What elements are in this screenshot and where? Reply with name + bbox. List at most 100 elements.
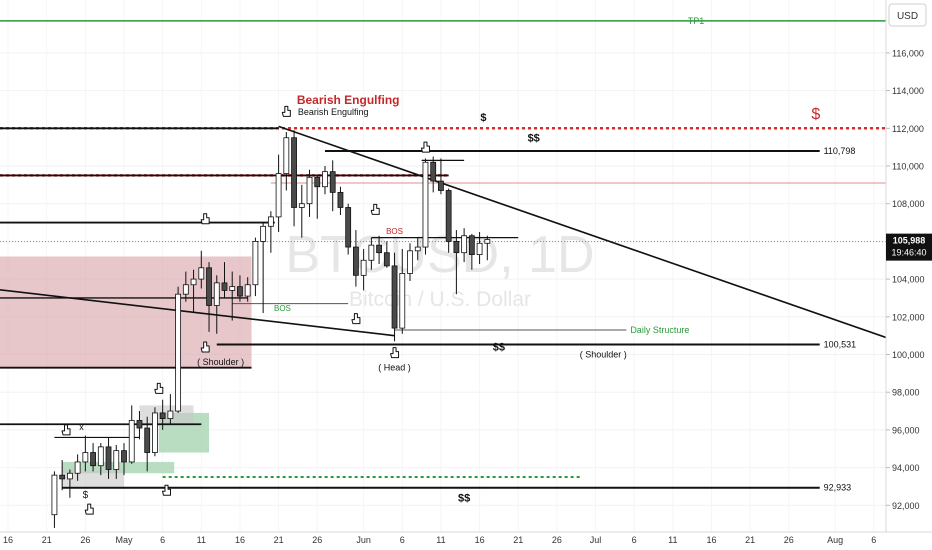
x-tick-label: 21 xyxy=(42,535,52,545)
hand-marker-low-mid xyxy=(351,313,361,325)
descending-trendline xyxy=(278,125,898,343)
hand-marker-mid-left xyxy=(200,213,210,225)
candle-bullish xyxy=(128,420,135,463)
candle-bullish xyxy=(484,239,491,244)
candle-bullish xyxy=(252,240,259,286)
candle-bearish xyxy=(445,190,452,242)
y-tick-label: 116,000 xyxy=(892,48,924,58)
y-tick-label: 96,000 xyxy=(892,425,920,435)
currency-label: USD xyxy=(897,11,918,22)
candle-bullish xyxy=(476,242,483,255)
price-axis[interactable]: 92,000 94,000 96,000 98,000 100,000 102,000 10… xyxy=(885,0,932,550)
hand-marker-top xyxy=(281,105,291,117)
currency-button[interactable]: USD xyxy=(888,3,927,27)
time-axis[interactable]: 16 21 26 May 6 11 16 21 26 Jun 6 11 16 21 26 Jul 6 11 16 21… xyxy=(0,531,932,550)
candle-bearish xyxy=(376,244,382,254)
x-tick-label: May xyxy=(115,535,133,545)
y-tick-label: 102,000 xyxy=(892,312,925,322)
x-mark-label: x xyxy=(79,422,84,432)
candle-bullish xyxy=(461,235,468,254)
x-tick-label: 21 xyxy=(274,535,284,545)
candle-bullish xyxy=(152,412,158,453)
watermark-symbol: BTCUSD, 1D xyxy=(285,226,594,284)
y-tick-label: 98,000 xyxy=(892,388,920,398)
candle-bullish xyxy=(82,452,89,463)
hand-marker-bottom-right xyxy=(162,484,172,496)
candle-bullish xyxy=(198,267,205,280)
candle-bullish xyxy=(229,286,236,291)
current-price-badge: 105,988 19:46:40 xyxy=(886,233,932,261)
shoulder-zone xyxy=(0,256,252,368)
candle-bearish xyxy=(59,474,66,480)
x-tick-label: 6 xyxy=(871,535,876,545)
double-dollar-top: $$ xyxy=(528,132,540,144)
candle-bearish xyxy=(237,286,243,297)
tp1-label: TP1 xyxy=(688,16,705,26)
watermark-name: Bitcoin / U.S. Dollar xyxy=(349,288,531,311)
candle-bearish xyxy=(430,161,437,182)
double-dollar-bottom: $$ xyxy=(458,493,470,505)
x-tick-label: Jul xyxy=(590,535,602,545)
x-tick-label: 26 xyxy=(552,535,562,545)
candle-bullish xyxy=(260,225,267,242)
x-tick-label: 11 xyxy=(668,535,677,545)
candle-bearish xyxy=(345,207,352,248)
level-label-110798: 110,798 xyxy=(824,146,856,156)
price-countdown: 19:46:40 xyxy=(891,248,926,258)
candle-bearish xyxy=(291,137,297,208)
x-tick-label: 26 xyxy=(312,535,322,545)
candle-bullish xyxy=(74,461,81,474)
candle-bearish xyxy=(136,420,143,429)
candle-bullish xyxy=(275,173,282,218)
neckline-trendline xyxy=(0,288,395,337)
markers-layer xyxy=(61,105,430,515)
candle-bearish xyxy=(159,412,166,419)
candle-bearish xyxy=(121,450,127,463)
level-label-100531: 100,531 xyxy=(824,339,857,349)
bos-label-lower: BOS xyxy=(274,304,291,313)
candle-bullish xyxy=(190,278,197,286)
bearish-engulfing-title: Bearish Engulfing xyxy=(297,93,400,107)
levels-layer xyxy=(0,20,886,489)
y-tick-label: 114,000 xyxy=(892,86,924,96)
candle-bearish xyxy=(352,246,359,276)
double-dollar-mid: $$ xyxy=(493,342,505,354)
dollar-label-bottom: $ xyxy=(83,490,89,501)
candle-bullish xyxy=(283,137,290,174)
daily-structure-label: Daily Structure xyxy=(630,325,689,335)
candle-bullish xyxy=(267,216,274,227)
candle-bullish xyxy=(298,203,305,208)
y-tick-label: 112,000 xyxy=(892,124,924,134)
candle-bearish xyxy=(206,267,212,306)
candle-bearish xyxy=(329,171,336,193)
x-tick-label: 6 xyxy=(400,535,405,545)
candle-bullish xyxy=(306,176,313,205)
candle-bullish xyxy=(407,250,413,274)
candle-bearish xyxy=(337,191,344,208)
x-tick-label: 6 xyxy=(160,535,165,545)
y-tick-label: 110,000 xyxy=(892,162,924,172)
hand-marker-left xyxy=(61,424,71,436)
candle-bullish xyxy=(167,410,174,419)
candles-layer xyxy=(51,130,491,528)
candle-bullish xyxy=(51,474,58,516)
level-label-92933: 92,933 xyxy=(824,483,852,493)
candle-bullish xyxy=(113,450,120,470)
candle-bullish xyxy=(399,273,406,329)
dollar-label-red: $ xyxy=(811,106,820,123)
x-tick-label: 11 xyxy=(197,535,206,545)
candle-bearish xyxy=(90,452,96,467)
candle-bearish xyxy=(383,252,390,267)
trendlines-layer xyxy=(0,125,898,343)
y-tick-label: 104,000 xyxy=(892,275,925,285)
bearish-engulfing-label: Bearish Engulfing xyxy=(298,107,369,117)
current-price-value: 105,988 xyxy=(893,236,926,246)
candle-bearish xyxy=(438,180,444,191)
candle-bullish xyxy=(66,472,73,480)
candle-bearish xyxy=(105,446,112,470)
candle-bullish xyxy=(182,284,189,295)
candle-bullish xyxy=(175,293,182,412)
bos-label-upper: BOS xyxy=(386,227,403,236)
